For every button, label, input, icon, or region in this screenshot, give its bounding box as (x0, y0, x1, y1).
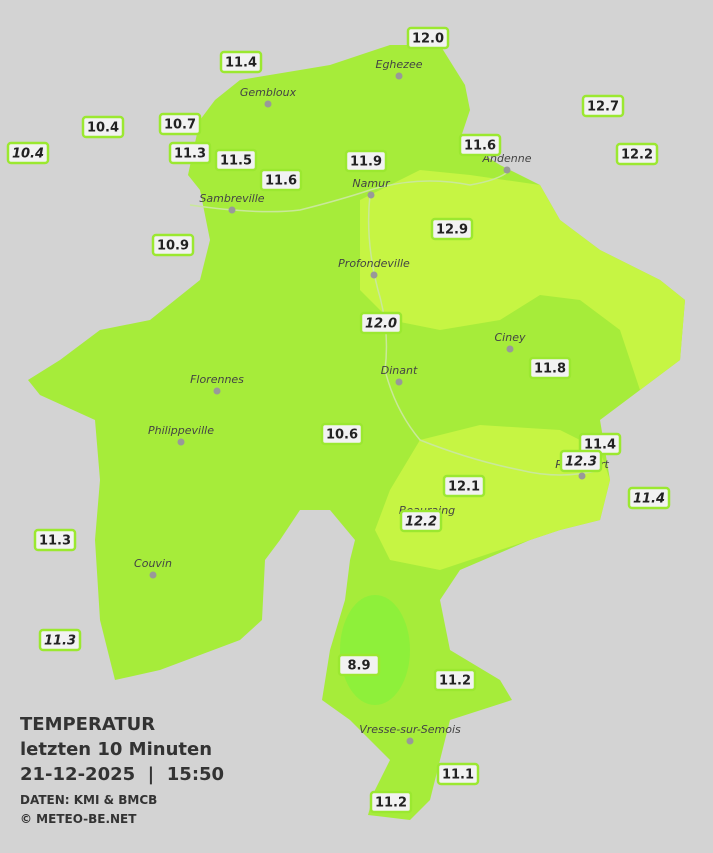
station-value: 11.4 (584, 438, 616, 453)
station-value: 12.3 (565, 455, 597, 470)
station-box (433, 668, 477, 692)
station-value: 12.2 (405, 515, 437, 530)
station-box (581, 94, 625, 118)
station-box (38, 628, 82, 652)
city-name: Couvin (134, 557, 172, 570)
station-box (442, 474, 486, 498)
station-box (458, 133, 502, 157)
river (189, 169, 601, 476)
station-value: 12.7 (587, 100, 619, 115)
station-box (6, 141, 50, 165)
city-name: Ciney (495, 331, 526, 344)
legend-datetime: 21-12-2025 | 15:50 (20, 764, 224, 785)
station-box (168, 141, 212, 165)
city-name: Philippeville (148, 424, 214, 437)
station-box (369, 790, 413, 814)
station-value: 11.4 (633, 492, 665, 507)
station-value: 11.3 (44, 634, 76, 649)
station-value: 10.4 (87, 121, 119, 136)
legend-source: DATEN: KMI & BMCB (20, 793, 157, 807)
city-dot (177, 438, 185, 446)
station-value: 12.1 (448, 480, 480, 495)
station-value: 11.6 (265, 174, 297, 189)
station-box (615, 142, 659, 166)
station-value: 11.8 (534, 362, 566, 377)
city-dot (264, 100, 272, 108)
station-value: 10.6 (326, 428, 358, 443)
station-box (399, 509, 443, 533)
cool-zone (340, 595, 410, 705)
city-dot (503, 166, 511, 174)
city-name: Namur (352, 177, 391, 190)
station-value: 11.5 (220, 154, 252, 169)
city-dot (149, 571, 157, 579)
station-value: 11.9 (350, 155, 382, 170)
city-dot (395, 72, 403, 80)
station-value: 11.1 (442, 768, 474, 783)
city-dot (228, 206, 236, 214)
station-box (528, 356, 572, 380)
warm-zone (375, 425, 610, 570)
station-box (214, 148, 258, 172)
station-value: 11.4 (225, 56, 257, 71)
city-dot (213, 387, 221, 395)
station-value: 11.2 (375, 796, 407, 811)
station-box (344, 149, 388, 173)
legend-subtitle: letzten 10 Minuten (20, 739, 212, 760)
station-value: 10.7 (164, 118, 196, 133)
city-name: Sambreville (199, 192, 264, 205)
station-box (627, 486, 671, 510)
station-box (33, 528, 77, 552)
city-dot (406, 737, 414, 745)
city-name: Vresse-sur-Semois (359, 723, 461, 736)
station-value: 11.2 (439, 674, 471, 689)
station-value: 11.6 (464, 139, 496, 154)
legend-title: TEMPERATUR (20, 714, 155, 735)
city-dot (370, 271, 378, 279)
station-value: 8.9 (347, 659, 370, 674)
station-value: 10.4 (12, 147, 44, 162)
station-box (559, 449, 603, 473)
station-value: 12.0 (365, 317, 397, 332)
station-box (337, 653, 381, 677)
station-value: 11.3 (39, 534, 71, 549)
station-value: 12.0 (412, 32, 444, 47)
city-name: Profondeville (338, 257, 410, 270)
station-box (320, 422, 364, 446)
station-value: 11.3 (174, 147, 206, 162)
city-dot (395, 378, 403, 386)
station-box (259, 168, 303, 192)
station-box (406, 26, 450, 50)
station-box (436, 762, 480, 786)
legend-copyright: © METEO-BE.NET (20, 812, 137, 826)
station-value: 12.9 (436, 223, 468, 238)
station-box (81, 115, 125, 139)
station-value: 10.9 (157, 239, 189, 254)
station-box (151, 233, 195, 257)
station-box (359, 311, 403, 335)
city-dot (367, 191, 375, 199)
city-dot (578, 472, 586, 480)
station-value: 12.2 (621, 148, 653, 163)
station-box (219, 50, 263, 74)
station-box (430, 217, 474, 241)
city-name: Gembloux (240, 86, 297, 99)
city-name: Dinant (381, 364, 418, 377)
city-dot (506, 345, 514, 353)
city-name: Eghezee (376, 58, 423, 71)
station-box (158, 112, 202, 136)
city-name: Florennes (190, 373, 244, 386)
